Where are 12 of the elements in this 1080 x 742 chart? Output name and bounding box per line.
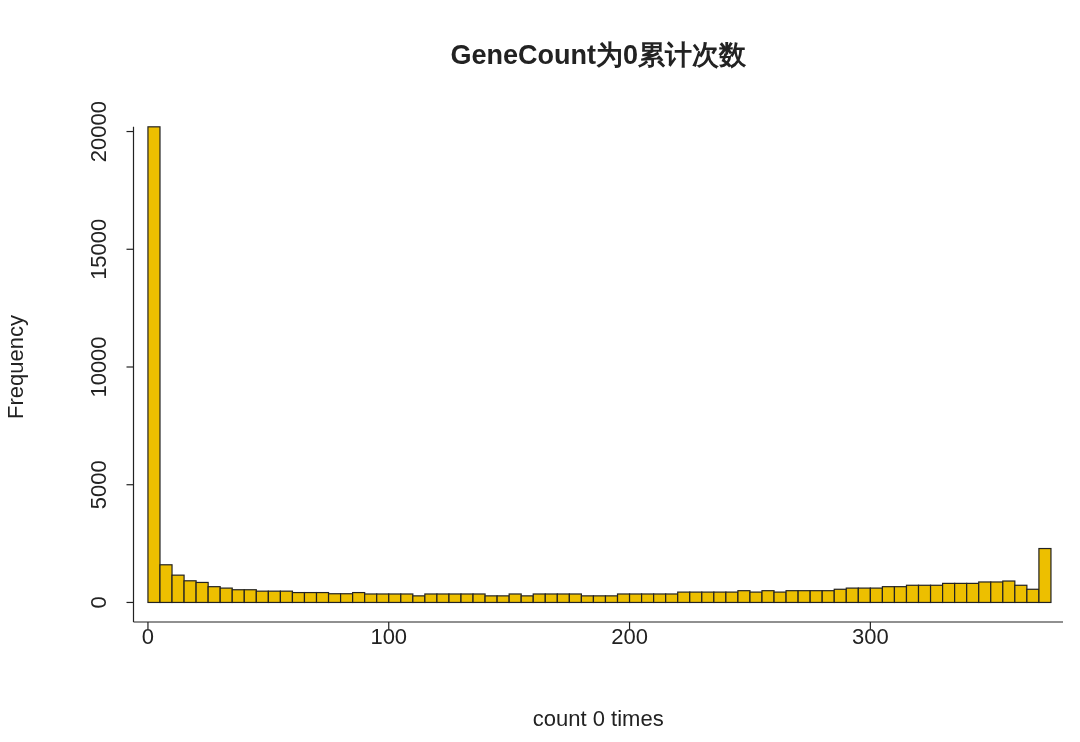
x-tick-label: 300 [852, 624, 889, 649]
x-tick-label: 200 [611, 624, 648, 649]
y-tick-label: 15000 [86, 218, 111, 280]
x-tick-label: 0 [141, 624, 155, 649]
y-tick-label: 5000 [86, 460, 111, 510]
y-axis-title: Frequency [3, 315, 28, 419]
x-axis-title: count 0 times [532, 706, 664, 731]
y-tick-label: 20000 [86, 100, 111, 163]
chart-title: GeneCount为0累计次数 [450, 40, 747, 70]
y-tick-label: 10000 [86, 336, 111, 398]
x-tick-label: 100 [370, 624, 408, 649]
y-tick-label: 0 [86, 596, 111, 609]
